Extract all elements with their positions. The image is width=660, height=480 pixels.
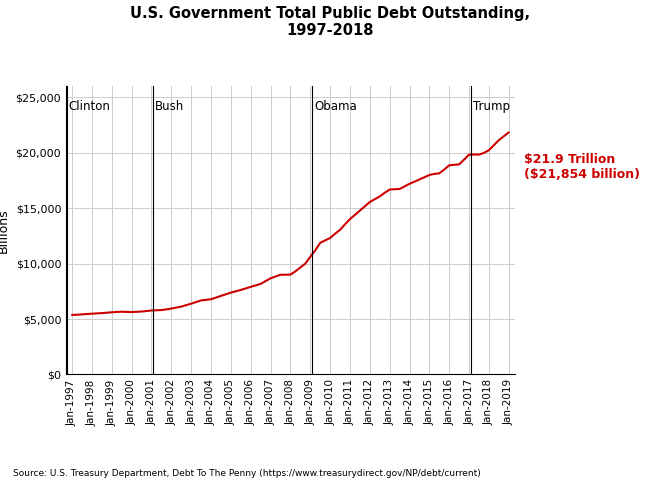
Text: $21.9 Trillion
($21,854 billion): $21.9 Trillion ($21,854 billion): [524, 153, 640, 181]
Text: Bush: Bush: [155, 100, 184, 113]
Text: Source: U.S. Treasury Department, Debt To The Penny (https://www.treasurydirect.: Source: U.S. Treasury Department, Debt T…: [13, 468, 481, 478]
Text: Obama: Obama: [314, 100, 356, 113]
Text: Clinton: Clinton: [69, 100, 110, 113]
Y-axis label: Billions: Billions: [0, 208, 10, 252]
Text: U.S. Government Total Public Debt Outstanding,
1997-2018: U.S. Government Total Public Debt Outsta…: [130, 6, 530, 38]
Text: Trump: Trump: [473, 100, 510, 113]
